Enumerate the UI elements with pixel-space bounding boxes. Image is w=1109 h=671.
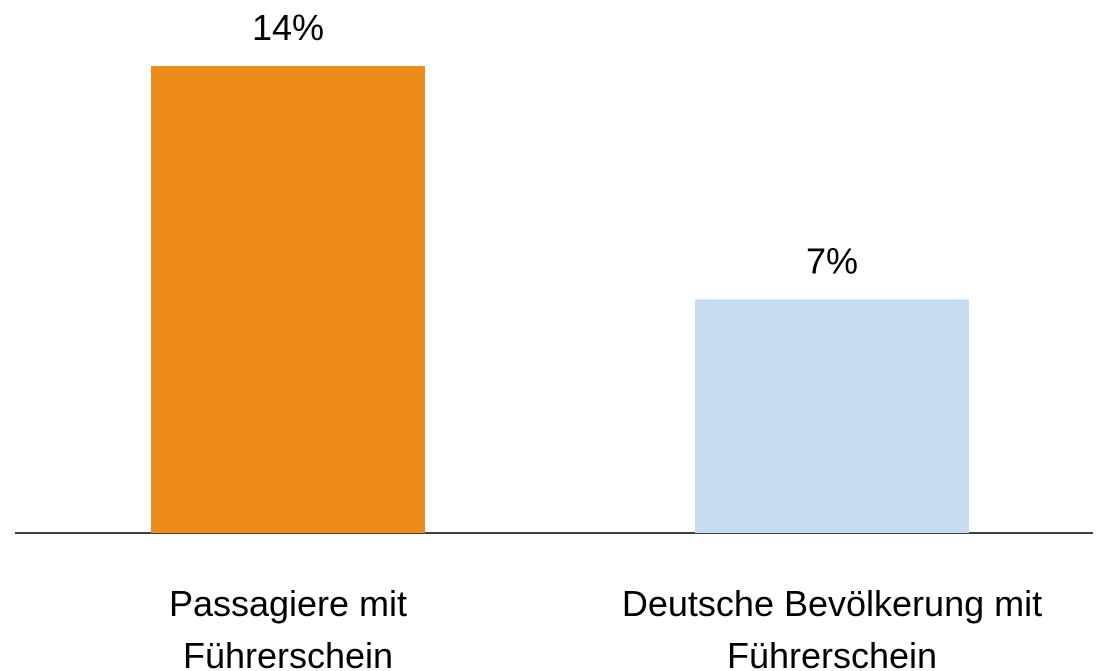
value-label: 14% xyxy=(252,7,324,48)
bar xyxy=(695,299,969,533)
value-label: 7% xyxy=(806,241,858,282)
bar xyxy=(151,66,425,533)
x-tick-label: Passagiere mit Führerschein xyxy=(168,583,408,671)
x-tick-label: Deutsche Bevölkerung mit Führerschein xyxy=(621,583,1043,671)
